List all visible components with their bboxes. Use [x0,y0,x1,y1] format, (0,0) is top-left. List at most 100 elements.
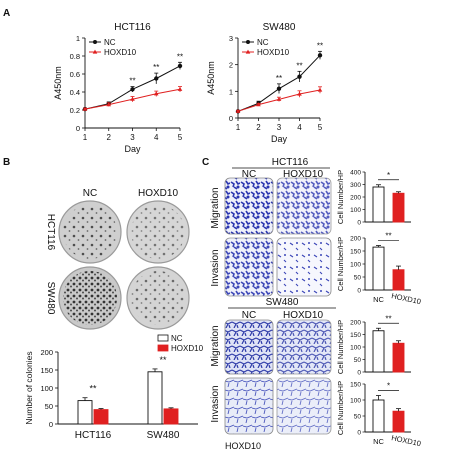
y-tick-label: 1 [76,34,80,43]
data-point-nc [317,53,323,58]
img-sw480-migration-hoxd10 [276,319,332,375]
chart-c-sw480-migration: 0 50 100 150 200 ** Cell Number/HP [336,314,411,377]
x-tick-label: HOXD10 [391,291,422,306]
bar-hoxd10 [392,192,405,223]
y-axis-label: Cell Number/HP [336,237,345,291]
x-tick-label: 4 [154,133,159,142]
data-point-hoxd10 [256,102,261,107]
img-hct116-invasion-nc [224,237,274,297]
y-tick-label: 2 [229,61,233,70]
y-tick-label: 0.2 [70,106,80,115]
bar-hoxd10 [392,410,405,433]
data-point-nc [276,86,282,91]
legend-marker-hoxd10 [245,49,251,54]
plate-hct116-hoxd10 [126,200,190,264]
legend-marker-nc [93,40,97,44]
chart-a-hct116: HCT116 0 0.2 0.4 0.6 0.8 1 1 2 3 4 5 Day A450nm ** ** **… [53,22,183,154]
significance-mark: ** [129,77,135,86]
y-axis-label: Cell Number/HP [336,170,345,224]
c-top-title: HCT116 [272,157,309,168]
bar-nc [372,330,385,373]
y-tick-label: 0 [357,288,361,295]
y-tick-label: 150 [350,332,361,339]
data-point-hoxd10 [130,96,135,101]
bar-hoxd10 [93,409,109,425]
y-tick-label: 0.4 [70,88,80,97]
b-row-sw480-label: SW480 [45,282,56,315]
legend-label-nc: NC [104,38,116,47]
data-point-hoxd10 [106,102,112,107]
chart-title: SW480 [263,22,296,33]
legend-marker-nc [246,40,250,44]
x-tick-label: 3 [277,123,282,132]
c-top-row-migration: Migration [210,187,221,228]
y-axis-label: A450nm [206,61,216,95]
y-tick-label: 150 [350,382,361,389]
img-sw480-invasion-hoxd10 [276,377,332,435]
x-axis-label: Day [124,144,141,154]
transwell-images: HCT116 NC HOXD10 Migration Invasion SW48… [210,157,336,451]
c-bottom-title: SW480 [266,297,299,308]
bar-hoxd10 [163,408,179,425]
y-axis-label: Number of colonies [24,351,34,424]
data-point-nc [154,76,159,81]
panel-label-c: C [202,157,209,168]
legend-label-hoxd10: HOXD10 [257,48,290,57]
data-point-hoxd10 [235,108,241,113]
y-tick-label: 300 [350,182,361,189]
y-tick-label: 0 [49,420,53,429]
x-tick-label: 3 [130,133,135,142]
significance-mark: ** [385,232,391,241]
significance-mark: ** [153,63,159,72]
data-point-hoxd10 [82,106,88,111]
img-hct116-migration-hoxd10 [276,177,332,235]
legend-swatch-hoxd10 [157,344,169,352]
significance-mark: ** [159,355,167,365]
y-tick-label: 0.8 [70,52,80,61]
c-bottom-col-hoxd10: HOXD10 [283,310,323,321]
x-tick-label: NC [373,437,384,446]
b-col-nc-label: NC [83,188,97,199]
y-axis-label: A450nm [53,66,63,100]
bar-nc [372,246,385,291]
y-tick-label: 100 [350,262,361,269]
bar-nc [372,399,385,433]
legend-marker-hoxd10 [92,49,98,54]
data-point-hoxd10 [317,87,323,92]
bar-nc [372,186,385,223]
x-tick-label: 1 [83,133,88,142]
y-tick-label: 100 [350,207,361,214]
y-tick-label: 0.6 [70,70,80,79]
y-tick-label: 100 [40,384,53,393]
data-point-hoxd10 [153,91,159,96]
data-point-hoxd10 [276,96,282,101]
legend-label-hoxd10: HOXD10 [104,48,137,57]
y-tick-label: 50 [354,275,362,282]
y-tick-label: 100 [350,345,361,352]
img-hct116-migration-nc [224,177,274,235]
c-footer-label: HOXD10 [225,441,261,451]
y-tick-label: 100 [350,398,361,405]
plate-hct116-nc [58,200,122,264]
chart-c-hct116-migration: 0 100 200 300 400 * Cell Number/HP [336,170,411,227]
c-bottom-row-migration: Migration [210,325,221,366]
x-axis-label: Day [271,134,288,144]
y-tick-label: 200 [350,236,361,243]
y-tick-label: 0 [357,220,361,227]
legend-label-nc: NC [171,334,183,343]
y-tick-label: 0 [357,370,361,377]
y-tick-label: 50 [45,402,53,411]
bar-hoxd10 [392,269,405,291]
y-tick-label: 200 [350,195,361,202]
colony-plate-images: NC HOXD10 HCT116 SW480 [45,188,190,330]
x-tick-label: 5 [178,133,183,142]
c-top-row-invasion: Invasion [210,249,221,286]
significance-mark: * [387,382,390,391]
x-tick-label: 1 [236,123,241,132]
data-point-nc [177,63,183,69]
x-tick-label: 2 [256,123,261,132]
panel-label-a: A [3,8,10,19]
data-point-hoxd10 [297,91,302,96]
bar-nc [147,371,163,425]
